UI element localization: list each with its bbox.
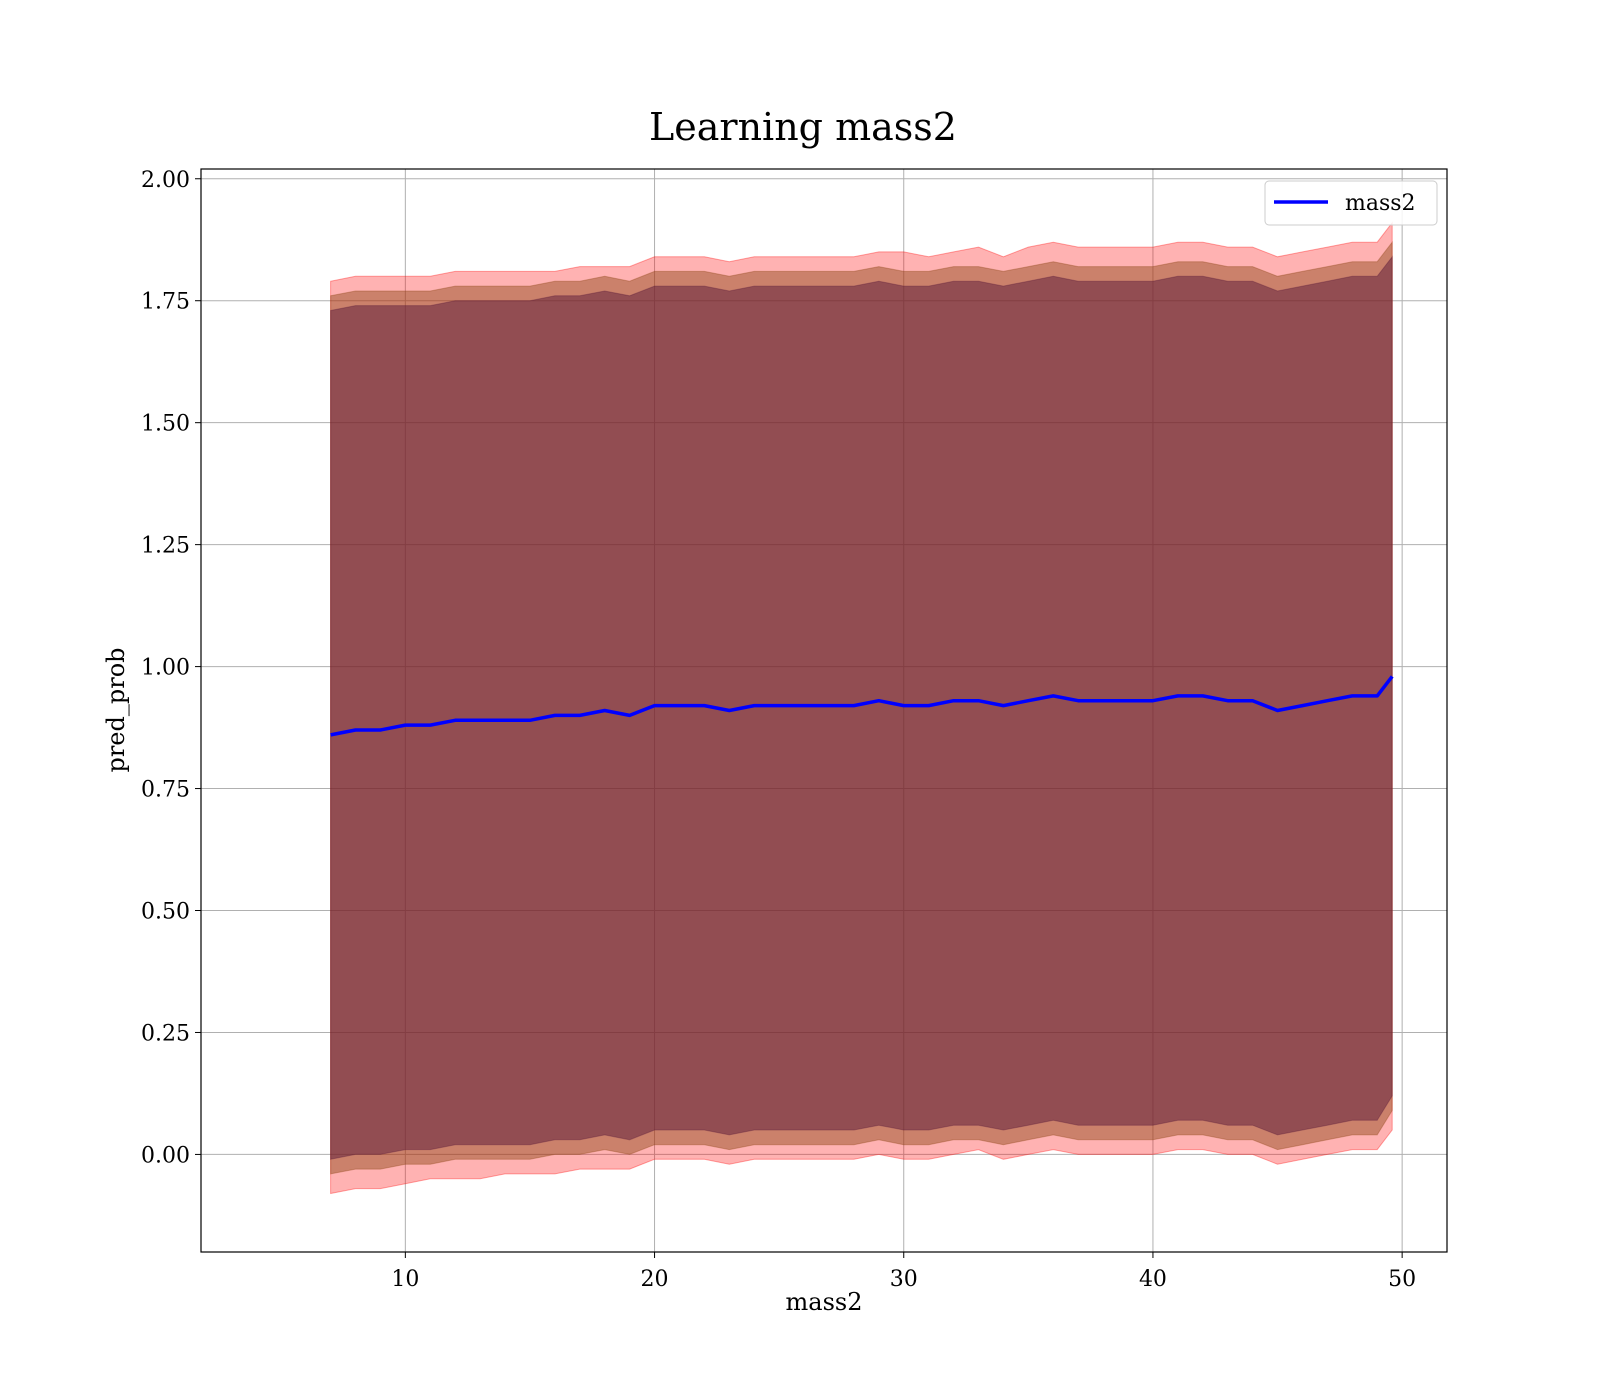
y-tick-label: 1.50 [141, 412, 190, 437]
x-tick-label: 40 [1139, 1267, 1167, 1292]
series-line [330, 675, 1394, 737]
chart-title: Learning mass2 [649, 105, 957, 149]
legend: mass2 [1264, 180, 1438, 226]
y-tick-label: 0.50 [141, 900, 190, 925]
x-tick-label: 30 [890, 1267, 918, 1292]
y-tick-label: 1.25 [141, 534, 190, 559]
y-axis-label: pred_prob [102, 647, 130, 772]
legend-box [1264, 180, 1438, 226]
x-tick-label: 10 [391, 1267, 419, 1292]
y-tick-label: 1.75 [141, 290, 190, 315]
x-tick-label: 50 [1388, 1267, 1416, 1292]
y-tick-label: 1.00 [141, 656, 190, 681]
y-tick-label: 0.25 [141, 1021, 190, 1046]
series-lines [330, 675, 1394, 737]
bands [330, 221, 1393, 1195]
x-axis-ticks: 10 20 30 40 50 [391, 1252, 1416, 1292]
plot-frame [200, 168, 1448, 1253]
y-tick-label: 2.00 [141, 168, 190, 193]
legend-label: mass2 [1345, 191, 1416, 216]
y-tick-label: 0.75 [141, 778, 190, 803]
x-axis-label: mass2 [786, 1288, 863, 1316]
y-tick-label: 0.00 [141, 1143, 190, 1168]
band-inner [330, 255, 1393, 1160]
y-axis-ticks: 0.00 0.25 0.50 0.75 1.00 1.25 1.50 1.75 2.00 [141, 168, 201, 1168]
x-tick-label: 20 [641, 1267, 669, 1292]
